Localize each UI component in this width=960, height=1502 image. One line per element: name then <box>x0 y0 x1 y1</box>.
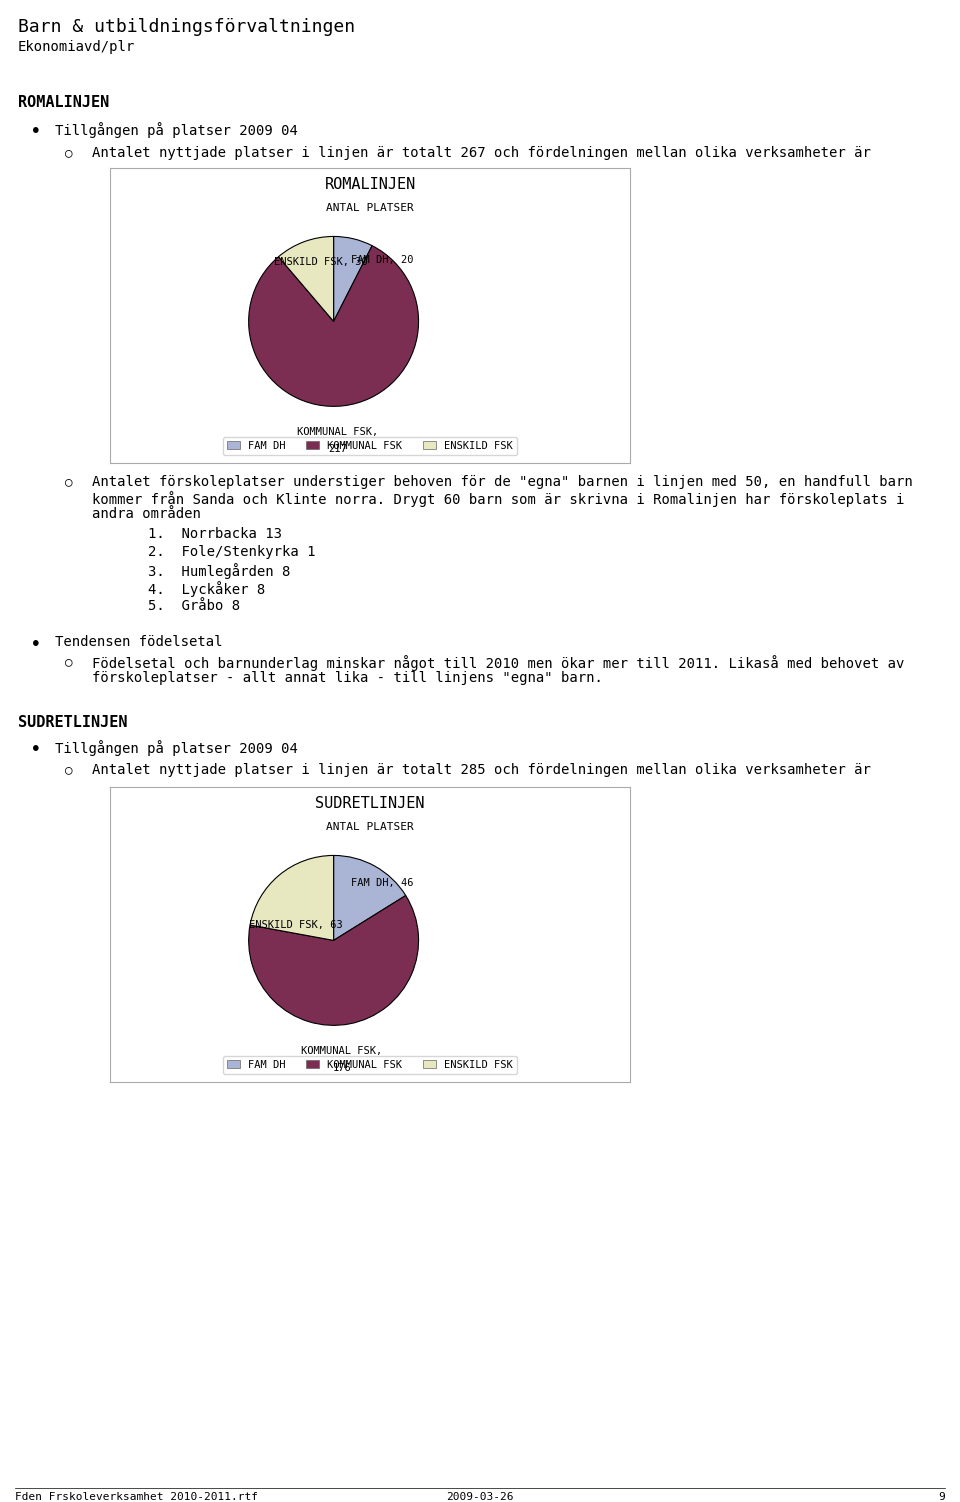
Text: ANTAL PLATSER: ANTAL PLATSER <box>326 823 414 832</box>
Text: kommer från Sanda och Klinte norra. Drygt 60 barn som är skrivna i Romalinjen ha: kommer från Sanda och Klinte norra. Dryg… <box>92 491 904 508</box>
Text: FAM DH, 20: FAM DH, 20 <box>350 255 413 266</box>
Text: 2.  Fole/Stenkyrka 1: 2. Fole/Stenkyrka 1 <box>148 545 316 559</box>
Text: Ekonomiavd/plr: Ekonomiavd/plr <box>18 41 135 54</box>
Text: ○: ○ <box>65 475 73 488</box>
Text: Tillgången på platser 2009 04: Tillgången på platser 2009 04 <box>55 122 298 138</box>
Text: Fden Frskoleverksamhet 2010-2011.rtf: Fden Frskoleverksamhet 2010-2011.rtf <box>15 1491 258 1502</box>
Wedge shape <box>278 236 334 321</box>
Text: 2009-03-26: 2009-03-26 <box>446 1491 514 1502</box>
Text: ROMALINJEN: ROMALINJEN <box>324 177 416 192</box>
Text: 176: 176 <box>333 1063 351 1072</box>
Wedge shape <box>333 856 406 940</box>
Text: Tendensen födelsetal: Tendensen födelsetal <box>55 635 223 649</box>
Text: ROMALINJEN: ROMALINJEN <box>18 95 109 110</box>
Text: SUDRETLINJEN: SUDRETLINJEN <box>18 715 128 730</box>
Text: •: • <box>30 635 41 653</box>
Text: 9: 9 <box>938 1491 945 1502</box>
Text: 217: 217 <box>328 443 348 454</box>
Text: andra områden: andra områden <box>92 508 201 521</box>
Text: 3.  Humlegården 8: 3. Humlegården 8 <box>148 563 290 578</box>
Text: •: • <box>30 122 41 141</box>
Text: ENSKILD FSK, 30: ENSKILD FSK, 30 <box>275 257 368 267</box>
Text: ○: ○ <box>65 146 73 159</box>
Text: KOMMUNAL FSK,: KOMMUNAL FSK, <box>301 1045 383 1056</box>
Text: 1.  Norrbacka 13: 1. Norrbacka 13 <box>148 527 282 541</box>
Text: 4.  Lyckåker 8: 4. Lyckåker 8 <box>148 581 265 596</box>
Text: ○: ○ <box>65 655 73 668</box>
Text: Antalet nyttjade platser i linjen är totalt 267 och fördelningen mellan olika ve: Antalet nyttjade platser i linjen är tot… <box>92 146 871 161</box>
Legend: FAM DH, KOMMUNAL FSK, ENSKILD FSK: FAM DH, KOMMUNAL FSK, ENSKILD FSK <box>223 1056 516 1074</box>
Text: ANTAL PLATSER: ANTAL PLATSER <box>326 203 414 213</box>
Text: SUDRETLINJEN: SUDRETLINJEN <box>315 796 424 811</box>
Text: Antalet förskoleplatser understiger behoven för de "egna" barnen i linjen med 50: Antalet förskoleplatser understiger beho… <box>92 475 913 490</box>
Text: förskoleplatser - allt annat lika - till linjens "egna" barn.: förskoleplatser - allt annat lika - till… <box>92 671 603 685</box>
Wedge shape <box>249 246 419 407</box>
Text: FAM DH, 46: FAM DH, 46 <box>350 877 413 888</box>
Text: ○: ○ <box>65 763 73 777</box>
Wedge shape <box>333 236 372 321</box>
Text: Födelsetal och barnunderlag minskar något till 2010 men ökar mer till 2011. Lika: Födelsetal och barnunderlag minskar någo… <box>92 655 904 671</box>
Text: KOMMUNAL FSK,: KOMMUNAL FSK, <box>298 427 378 437</box>
Wedge shape <box>250 856 334 940</box>
Legend: FAM DH, KOMMUNAL FSK, ENSKILD FSK: FAM DH, KOMMUNAL FSK, ENSKILD FSK <box>223 437 516 455</box>
Text: ENSKILD FSK, 63: ENSKILD FSK, 63 <box>249 921 343 930</box>
Text: Barn & utbildningsförvaltningen: Barn & utbildningsförvaltningen <box>18 18 355 36</box>
Text: Antalet nyttjade platser i linjen är totalt 285 och fördelningen mellan olika ve: Antalet nyttjade platser i linjen är tot… <box>92 763 871 777</box>
Text: Tillgången på platser 2009 04: Tillgången på platser 2009 04 <box>55 740 298 756</box>
Text: •: • <box>30 740 41 759</box>
Text: 5.  Gråbo 8: 5. Gråbo 8 <box>148 599 240 613</box>
Wedge shape <box>249 895 419 1026</box>
